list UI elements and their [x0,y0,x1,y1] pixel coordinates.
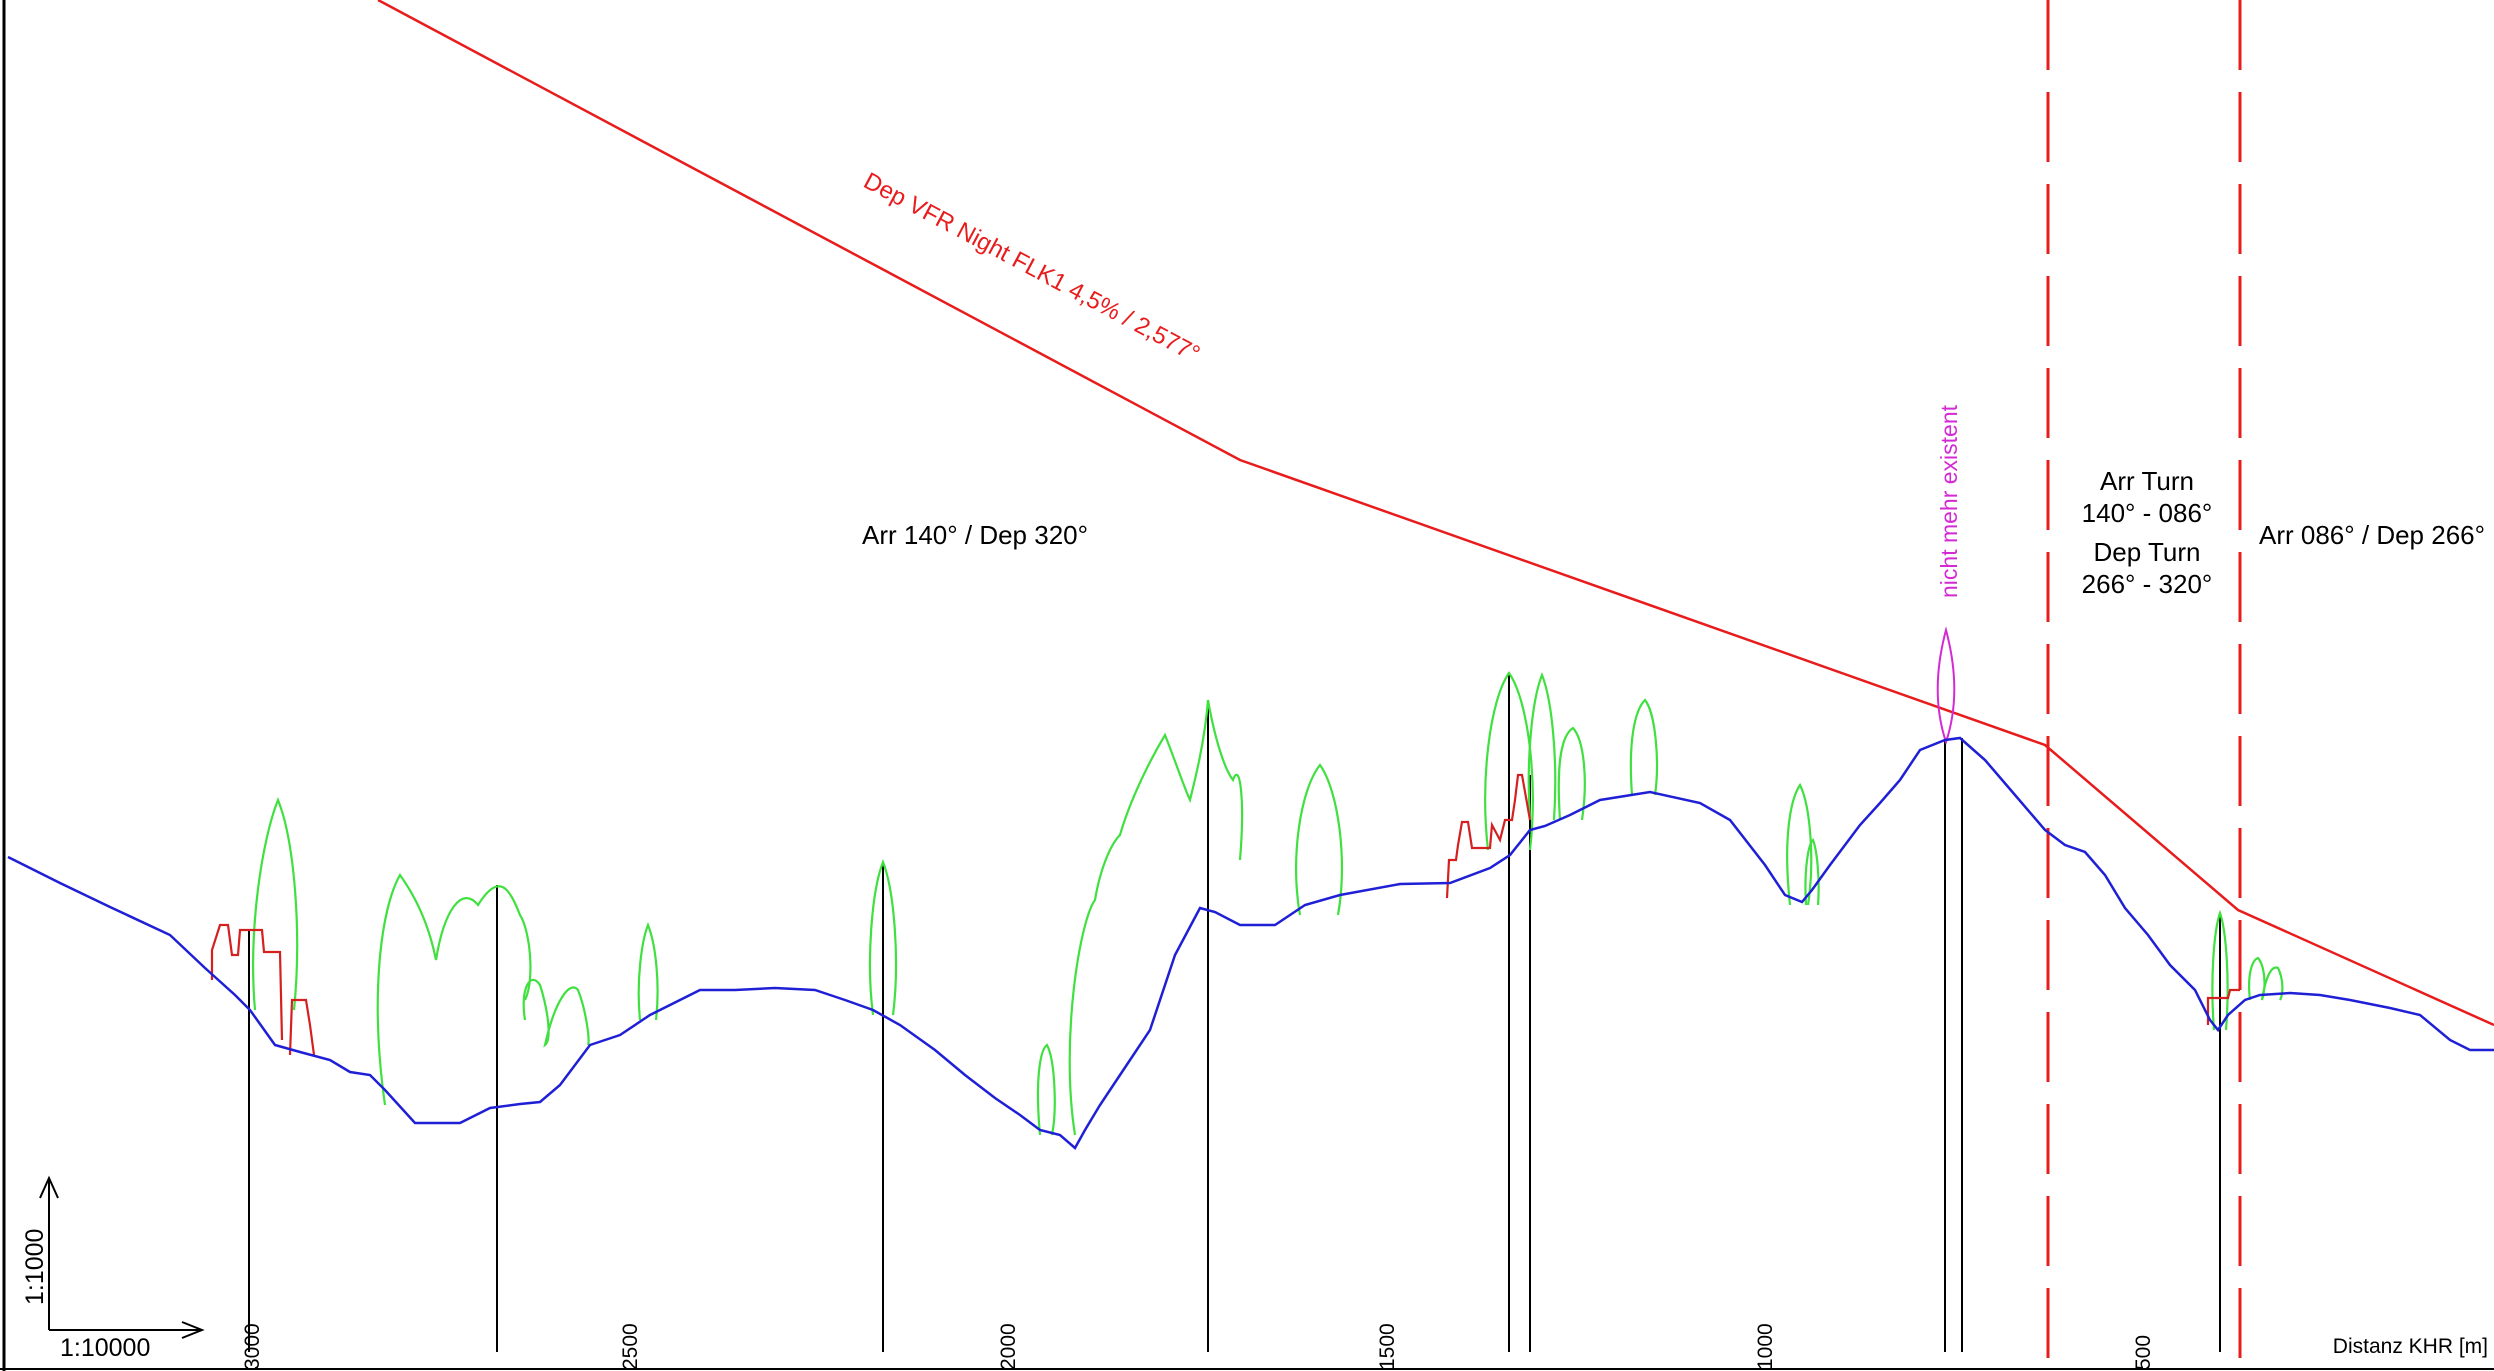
tree-outline [1484,671,1534,851]
tree-outline [1295,763,1343,916]
axis-tick-label: 500 [2132,1335,2155,1370]
tree-outline [1036,1043,1056,1136]
departure-surface-line [377,0,2494,1027]
vegetation [252,671,2284,1136]
scale-vertical-arrowhead [39,1175,59,1199]
axis-tick-label: 3000 [241,1323,264,1370]
sector-label-straight-west: Arr 140° / Dep 320° [862,520,1088,550]
tree-outline [1629,698,1659,796]
tree-outline [522,978,590,1048]
obstacle-poles [248,673,2221,1352]
tree-outline [1527,672,1557,821]
scale-horizontal-arrowhead [181,1321,205,1339]
axis-tick-label: 1500 [1376,1323,1399,1370]
terrain-profile-line [7,736,2494,1150]
tree-outline [1557,726,1586,821]
buildings [210,773,2240,1056]
sector-label-turn-arr: Arr Turn [2100,466,2194,496]
tree-outline [868,858,898,1016]
tree-outline [2211,909,2229,1031]
building-outline [1445,773,1532,899]
removed-obstacle-label: nicht mehr existent [1936,404,1962,598]
tree-outline [1786,782,1813,906]
tree-outline [376,872,532,1106]
axis-tick-label: 2000 [997,1323,1020,1370]
axis-tick-label: 2500 [619,1323,642,1370]
removed-obstacle-marker [1936,626,1956,746]
sector-label-turn-dep-range: 266° - 320° [2082,569,2213,599]
axis-title: Distanz KHR [m] [2333,1335,2488,1358]
departure-surface-label: Dep VFR Night FLK1 4,5% / 2,577° [859,167,1204,368]
scale-indicator [39,1175,205,1339]
tree-outline [637,922,659,1021]
sector-label-turn-dep: Dep Turn [2094,537,2201,567]
sector-label-turn-arr-range: 140° - 086° [2082,498,2213,528]
scale-horizontal-label: 1:10000 [60,1334,150,1362]
scale-vertical-label: 1:1000 [21,1229,49,1305]
distance-axis: 3000 2500 2000 1500 1000 500 Distanz KHR… [241,1323,2488,1370]
building-outline [210,923,284,1041]
building-outline [288,998,316,1056]
tree-outline [252,797,299,1011]
building-outline [2206,988,2240,1025]
tree-outline [2248,956,2284,1001]
axis-tick-label: 1000 [1754,1323,1777,1370]
tree-outline [1068,699,1210,1136]
sector-label-straight-east: Arr 086° / Dep 266° [2259,520,2485,550]
tree-outline [1206,699,1244,861]
